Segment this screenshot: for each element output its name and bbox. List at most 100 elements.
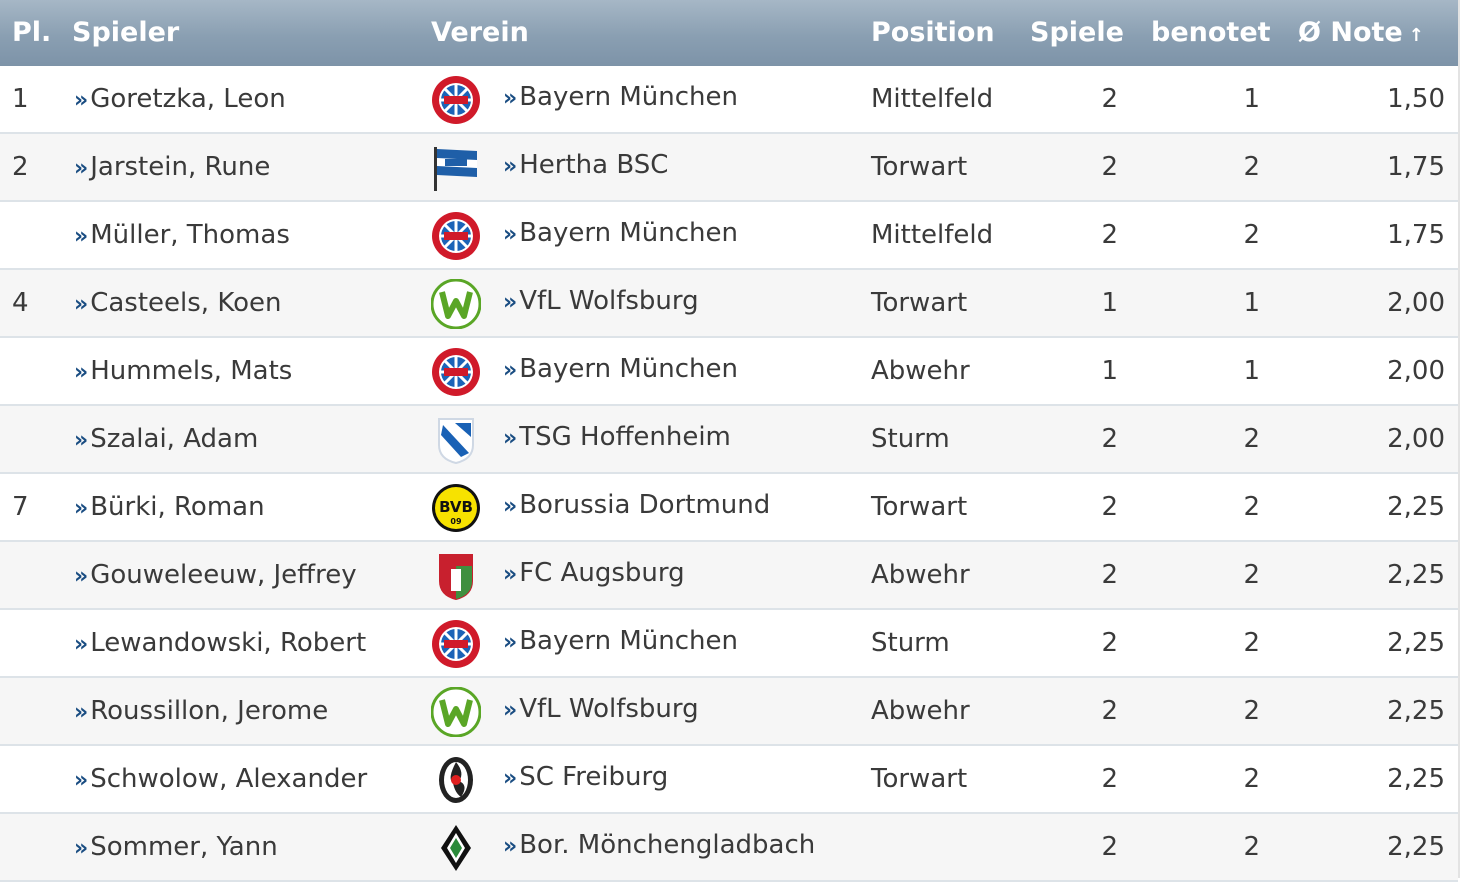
rank-cell: 4 [12, 288, 29, 318]
player-link[interactable]: » Casteels, Koen [74, 270, 281, 338]
club-link[interactable]: » Borussia Dortmund [503, 472, 770, 540]
table-row: » Roussillon, Jerome» VfL Wolfsburg Abwehr 2… [0, 678, 1458, 746]
club-logo [431, 755, 481, 805]
header-rank[interactable]: Pl. [12, 17, 52, 48]
club-link[interactable]: » Bayern München [503, 608, 738, 676]
player-name[interactable]: Casteels, Koen [90, 288, 282, 318]
player-link[interactable]: » Szalai, Adam [74, 406, 258, 474]
player-name[interactable]: Szalai, Adam [90, 424, 259, 454]
games-cell: 1 [1101, 356, 1118, 386]
svg-text:BVB: BVB [439, 498, 473, 516]
club-link[interactable]: » SC Freiburg [503, 744, 668, 812]
rated-cell: 1 [1243, 288, 1260, 318]
header-games[interactable]: Spiele [1030, 17, 1124, 48]
games-cell: 2 [1101, 560, 1118, 590]
games-cell: 2 [1101, 832, 1118, 862]
club-link[interactable]: » Hertha BSC [503, 132, 668, 200]
player-link[interactable]: » Müller, Thomas [74, 202, 290, 270]
header-player[interactable]: Spieler [72, 17, 180, 48]
player-link[interactable]: » Schwolow, Alexander [74, 746, 367, 814]
club-name[interactable]: FC Augsburg [519, 558, 685, 588]
player-link[interactable]: » Jarstein, Rune [74, 134, 270, 202]
rated-cell: 2 [1243, 152, 1260, 182]
player-link[interactable]: » Lewandowski, Robert [74, 610, 366, 678]
table-row: » Lewandowski, Robert» Bayern München Sturm… [0, 610, 1458, 678]
chevron-right-icon: » [503, 86, 517, 111]
games-cell: 2 [1101, 696, 1118, 726]
player-name[interactable]: Jarstein, Rune [90, 152, 271, 182]
club-name[interactable]: Borussia Dortmund [519, 490, 771, 520]
club-link[interactable]: » Bor. Mönchengladbach [503, 812, 815, 880]
club-name[interactable]: Bor. Mönchengladbach [519, 830, 816, 860]
rank-cell: 2 [12, 152, 29, 182]
avg-grade-cell: 2,00 [1387, 356, 1445, 386]
club-logo [431, 143, 481, 193]
games-cell: 2 [1101, 152, 1118, 182]
position-cell: Abwehr [871, 356, 970, 386]
games-cell: 2 [1101, 424, 1118, 454]
header-avg-grade-label: Ø Note [1298, 17, 1403, 48]
player-link[interactable]: » Sommer, Yann [74, 814, 278, 882]
rank-cell: 1 [12, 84, 29, 114]
player-name[interactable]: Lewandowski, Robert [90, 628, 367, 658]
player-name[interactable]: Schwolow, Alexander [90, 764, 368, 794]
club-name[interactable]: TSG Hoffenheim [519, 422, 731, 452]
club-logo [430, 278, 482, 330]
header-avg-grade[interactable]: Ø Note ↑ [1298, 0, 1424, 66]
chevron-right-icon: » [74, 292, 88, 317]
player-link[interactable]: » Goretzka, Leon [74, 66, 286, 134]
club-name[interactable]: Hertha BSC [519, 150, 669, 180]
club-logo [431, 551, 481, 601]
chevron-right-icon: » [74, 360, 88, 385]
club-link[interactable]: » Bayern München [503, 200, 738, 268]
chevron-right-icon: » [74, 836, 88, 861]
player-name[interactable]: Müller, Thomas [90, 220, 290, 250]
position-cell: Abwehr [871, 560, 970, 590]
club-link[interactable]: » TSG Hoffenheim [503, 404, 731, 472]
player-name[interactable]: Gouweleeuw, Jeffrey [90, 560, 357, 590]
chevron-right-icon: » [503, 698, 517, 723]
club-name[interactable]: VfL Wolfsburg [519, 694, 699, 724]
table-header: Pl. Spieler Verein Position Spiele benot… [0, 0, 1458, 67]
club-name[interactable]: Bayern München [519, 626, 738, 656]
rated-cell: 2 [1243, 560, 1260, 590]
chevron-right-icon: » [74, 156, 88, 181]
rated-cell: 2 [1243, 696, 1260, 726]
player-link[interactable]: » Gouweleeuw, Jeffrey [74, 542, 357, 610]
club-link[interactable]: » FC Augsburg [503, 540, 685, 608]
player-link[interactable]: » Hummels, Mats [74, 338, 292, 406]
avg-grade-cell: 2,25 [1387, 628, 1445, 658]
arrow-up-icon[interactable]: ↑ [1408, 24, 1424, 46]
player-name[interactable]: Goretzka, Leon [90, 84, 286, 114]
club-link[interactable]: » VfL Wolfsburg [503, 676, 699, 744]
avg-grade-cell: 2,00 [1387, 288, 1445, 318]
player-name[interactable]: Bürki, Roman [90, 492, 265, 522]
rated-cell: 2 [1243, 628, 1260, 658]
player-name[interactable]: Hummels, Mats [90, 356, 293, 386]
header-club[interactable]: Verein [431, 17, 529, 48]
header-position[interactable]: Position [871, 17, 995, 48]
player-link[interactable]: » Bürki, Roman [74, 474, 265, 542]
club-name[interactable]: Bayern München [519, 82, 738, 112]
chevron-right-icon: » [503, 154, 517, 179]
position-cell: Mittelfeld [871, 84, 994, 114]
club-link[interactable]: » VfL Wolfsburg [503, 268, 699, 336]
rank-cell: 7 [12, 492, 29, 522]
table-body: 1» Goretzka, Leon» Bayern München Mittelfel… [0, 66, 1458, 882]
club-name[interactable]: Bayern München [519, 218, 738, 248]
player-name[interactable]: Sommer, Yann [90, 832, 278, 862]
club-name[interactable]: VfL Wolfsburg [519, 286, 699, 316]
club-link[interactable]: » Bayern München [503, 336, 738, 404]
rated-cell: 2 [1243, 492, 1260, 522]
club-name[interactable]: SC Freiburg [519, 762, 669, 792]
club-name[interactable]: Bayern München [519, 354, 738, 384]
chevron-right-icon: » [503, 630, 517, 655]
games-cell: 2 [1101, 492, 1118, 522]
player-link[interactable]: » Roussillon, Jerome [74, 678, 328, 746]
header-rated[interactable]: benotet [1151, 17, 1271, 48]
club-link[interactable]: » Bayern München [503, 64, 738, 132]
avg-grade-cell: 2,00 [1387, 424, 1445, 454]
position-cell: Torwart [871, 492, 968, 522]
player-name[interactable]: Roussillon, Jerome [90, 696, 329, 726]
